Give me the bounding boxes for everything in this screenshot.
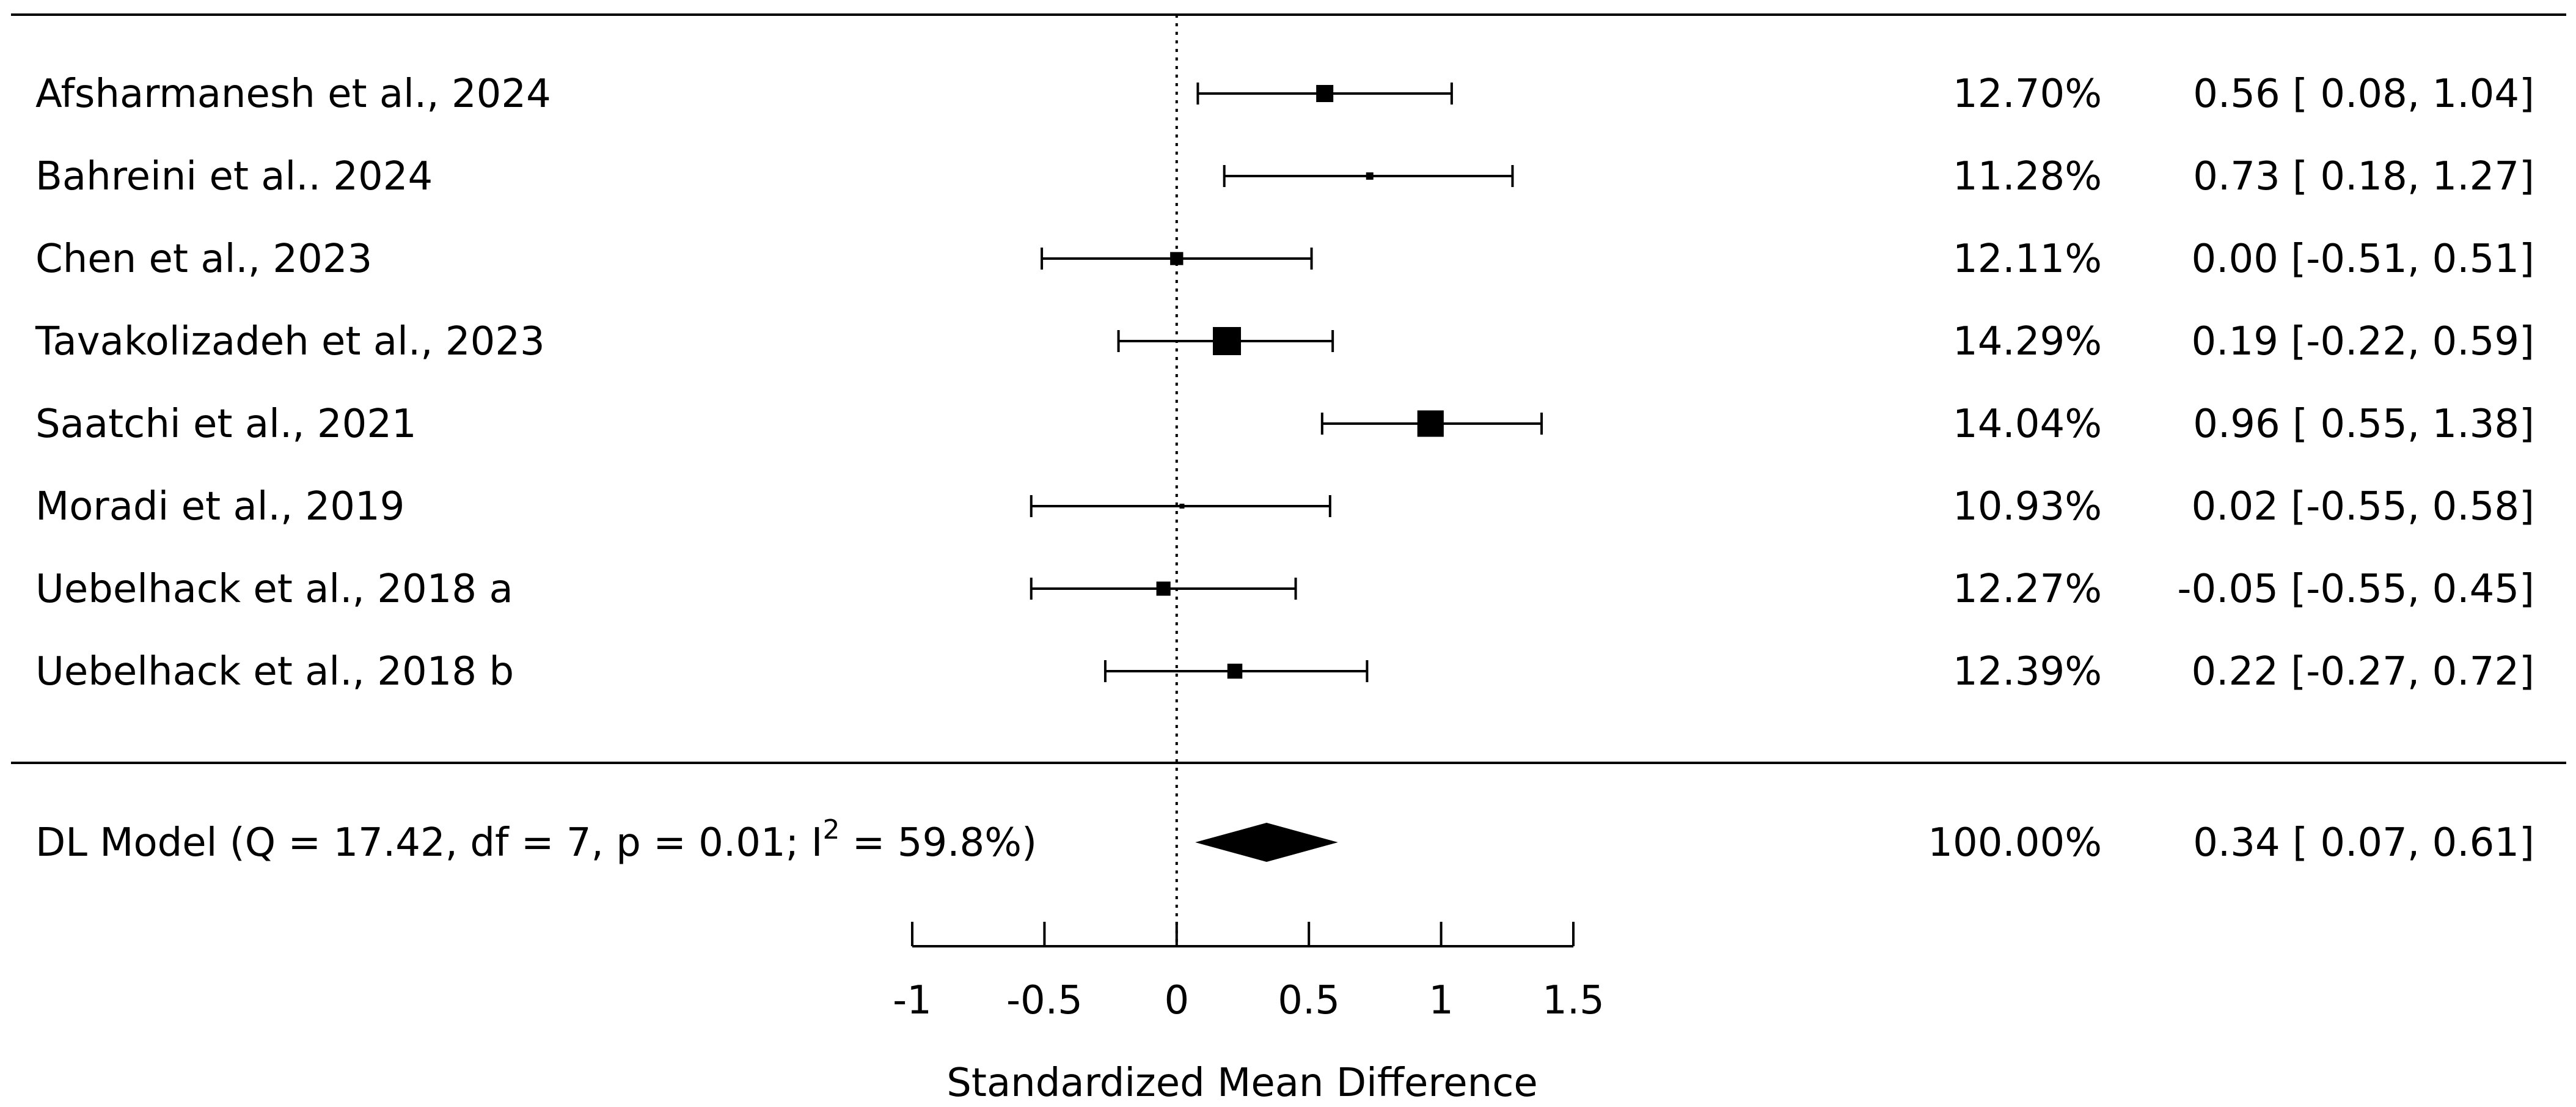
x-tick-label: -0.5: [1006, 978, 1083, 1023]
point-estimate-marker: [1316, 84, 1334, 103]
study-weight: 12.39%: [1953, 649, 2102, 694]
point-estimate-marker: [1170, 252, 1184, 265]
summary-row: DL Model (Q = 17.42, df = 7, p = 0.01; I…: [35, 814, 2534, 866]
study-label: Tavakolizadeh et al., 2023: [35, 319, 545, 364]
study-row: Saatchi et al., 2021 14.04% 0.96 [ 0.55, 1…: [35, 402, 2534, 447]
study-effect-ci: 0.22 [-0.27, 0.72]: [2191, 649, 2534, 694]
study-label: Saatchi et al., 2021: [35, 402, 417, 447]
study-label: Chen et al., 2023: [35, 237, 372, 282]
study-row: Chen et al., 2023 12.11% 0.00 [-0.51, 0.51…: [35, 237, 2534, 282]
study-effect-ci: 0.96 [ 0.55, 1.38]: [2193, 402, 2534, 447]
study-effect-ci: 0.02 [-0.55, 0.58]: [2191, 484, 2534, 529]
study-label: Afsharmanesh et al., 2024: [35, 72, 551, 117]
point-estimate-marker: [1227, 663, 1243, 679]
study-weight: 14.04%: [1953, 402, 2102, 447]
study-label: Uebelhack et al., 2018 a: [35, 567, 513, 612]
study-row: Afsharmanesh et al., 2024 12.70% 0.56 [ 0.…: [35, 72, 2534, 117]
study-weight: 12.11%: [1953, 237, 2102, 282]
study-weight: 11.28%: [1953, 154, 2102, 199]
study-row: Uebelhack et al., 2018 b 12.39% 0.22 [-0.2…: [35, 649, 2534, 694]
study-weight: 12.70%: [1953, 72, 2102, 117]
x-axis-label: Standardized Mean Difference: [946, 1061, 1538, 1106]
study-label: Bahreini et al.. 2024: [35, 154, 433, 199]
point-estimate-marker: [1179, 504, 1185, 509]
study-effect-ci: 0.73 [ 0.18, 1.27]: [2193, 154, 2534, 199]
study-row: Bahreini et al.. 2024 11.28% 0.73 [ 0.18, …: [35, 154, 2534, 199]
summary-effect-ci: 0.34 [ 0.07, 0.61]: [2193, 820, 2534, 866]
study-weight: 10.93%: [1953, 484, 2102, 529]
summary-weight: 100.00%: [1928, 820, 2102, 866]
x-tick-label: -1: [893, 978, 932, 1023]
x-axis: -1 -0.5 0 0.5 1 1.5: [893, 922, 1605, 1023]
study-weight: 14.29%: [1953, 319, 2102, 364]
summary-diamond: [1195, 823, 1338, 862]
study-label: Uebelhack et al., 2018 b: [35, 649, 514, 694]
study-effect-ci: 0.19 [-0.22, 0.59]: [2191, 319, 2534, 364]
study-row: Tavakolizadeh et al., 2023 14.29% 0.19 [-0…: [35, 319, 2534, 364]
study-effect-ci: -0.05 [-0.55, 0.45]: [2177, 567, 2534, 612]
x-tick-label: 0.5: [1278, 978, 1340, 1023]
point-estimate-marker: [1366, 172, 1374, 180]
study-effect-ci: 0.56 [ 0.08, 1.04]: [2193, 72, 2534, 117]
point-estimate-marker: [1417, 410, 1444, 437]
study-weight: 12.27%: [1953, 567, 2102, 612]
point-estimate-marker: [1213, 327, 1242, 355]
study-row: Uebelhack et al., 2018 a 12.27% -0.05 [-0.…: [35, 567, 2534, 612]
x-tick-label: 1.5: [1542, 978, 1605, 1023]
study-rows: Afsharmanesh et al., 2024 12.70% 0.56 [ 0.…: [35, 72, 2534, 694]
summary-label: DL Model (Q = 17.42, df = 7, p = 0.01; I…: [35, 814, 1037, 866]
x-tick-label: 1: [1429, 978, 1454, 1023]
study-row: Moradi et al., 2019 10.93% 0.02 [-0.55, 0.…: [35, 484, 2534, 529]
study-effect-ci: 0.00 [-0.51, 0.51]: [2191, 237, 2534, 282]
x-tick-label: 0: [1164, 978, 1189, 1023]
point-estimate-marker: [1156, 581, 1171, 596]
study-label: Moradi et al., 2019: [35, 484, 404, 529]
